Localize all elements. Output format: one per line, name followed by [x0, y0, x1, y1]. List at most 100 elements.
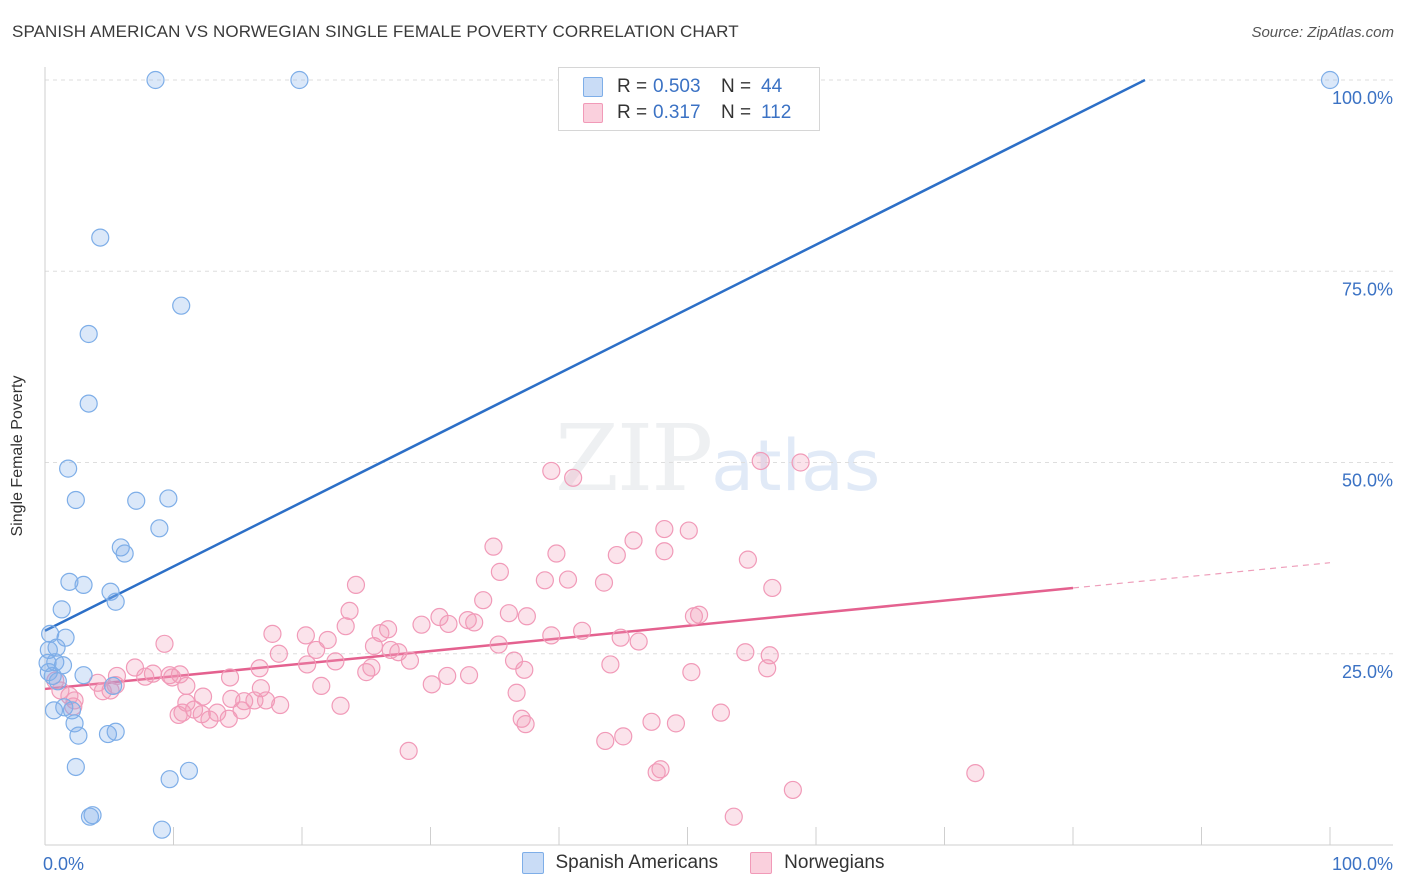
legend-item-spanish-americans[interactable]: Spanish Americans: [521, 852, 719, 874]
stats-row-spanish: R = 0.503 N = 44: [583, 74, 782, 100]
data-point: [250, 659, 269, 678]
data-point: [738, 550, 757, 569]
axes: [44, 67, 1393, 846]
data-point: [459, 666, 479, 685]
data-point: [74, 666, 93, 685]
data-point: [751, 451, 770, 471]
data-point: [490, 562, 509, 581]
data-point: [52, 600, 71, 619]
data-point: [783, 780, 802, 800]
data-point: [208, 703, 227, 722]
data-point: [412, 615, 431, 634]
data-point: [758, 659, 777, 678]
data-point: [44, 701, 64, 720]
chart-legend: Spanish Americans Norwegians: [0, 852, 1406, 874]
trend-line-0: [44, 78, 1146, 632]
data-point: [655, 542, 674, 561]
data-point: [711, 703, 731, 722]
data-point: [79, 324, 98, 344]
data-point: [60, 572, 79, 591]
data-point: [104, 676, 123, 695]
data-point: [219, 709, 238, 728]
r-label: R =: [617, 102, 648, 123]
data-point: [542, 461, 561, 481]
data-point: [666, 714, 686, 733]
data-points: [38, 70, 1340, 839]
data-point: [48, 672, 67, 691]
data-point: [489, 635, 508, 654]
data-point: [290, 70, 309, 90]
data-point: [160, 770, 179, 789]
x-tick-label: 100.0%: [1332, 854, 1393, 874]
data-point: [192, 705, 211, 724]
gridlines: [45, 79, 1393, 655]
data-point: [326, 652, 345, 671]
data-point: [535, 571, 554, 590]
data-point: [724, 807, 743, 826]
x-tick-label: 0.0%: [43, 854, 84, 874]
r-value: 0.503: [653, 76, 701, 97]
data-point: [136, 667, 155, 686]
data-point: [269, 644, 288, 663]
data-point: [312, 676, 331, 695]
data-point: [74, 575, 93, 595]
data-point: [438, 666, 457, 686]
data-point: [422, 675, 441, 694]
data-point: [736, 643, 755, 662]
data-point: [146, 70, 165, 90]
stats-box: R = 0.503 N = 44 R = 0.317 N = 112: [558, 67, 820, 131]
legend-item-norwegians[interactable]: Norwegians: [750, 852, 884, 874]
data-point: [127, 491, 146, 510]
data-point: [679, 521, 698, 540]
n-value: 112: [761, 102, 792, 123]
watermark-atlas: atlas: [711, 425, 881, 507]
tick-labels: 25.0% 50.0% 75.0% 100.0% 0.0% 100.0%: [43, 88, 1393, 874]
data-point: [655, 519, 674, 539]
data-point: [298, 655, 317, 674]
data-point: [642, 712, 661, 731]
data-point: [499, 604, 518, 623]
data-point: [66, 757, 85, 777]
data-point: [307, 640, 326, 660]
data-point: [340, 601, 359, 621]
data-point: [763, 578, 782, 598]
data-point: [91, 228, 110, 247]
data-point: [430, 607, 449, 627]
data-point: [516, 715, 535, 734]
watermark: ZIPatlas: [555, 405, 880, 512]
data-point: [115, 544, 134, 563]
legend-label: Norwegians: [784, 852, 885, 873]
data-point: [594, 573, 614, 592]
source-credit: Source: ZipAtlas.com: [1251, 24, 1394, 41]
data-point: [515, 660, 534, 679]
data-point: [624, 531, 643, 550]
data-point: [682, 663, 701, 682]
data-point: [69, 726, 88, 745]
data-point: [318, 630, 337, 650]
data-point: [179, 761, 199, 780]
data-point: [614, 727, 633, 746]
chart-title: SPANISH AMERICAN VS NORWEGIAN SINGLE FEM…: [12, 22, 739, 41]
data-point: [484, 537, 503, 556]
data-point: [558, 570, 578, 589]
y-tick-label: 25.0%: [1342, 662, 1393, 682]
data-point: [547, 544, 566, 563]
y-tick-label: 75.0%: [1342, 279, 1393, 299]
data-point: [647, 763, 666, 782]
legend-label: Spanish Americans: [555, 852, 719, 873]
data-point: [256, 691, 276, 710]
n-label: N =: [721, 76, 752, 97]
data-point: [400, 651, 420, 670]
data-point: [346, 575, 366, 595]
legend-swatch-norwegian: [750, 852, 773, 874]
y-axis-label: Single Female Poverty: [9, 375, 26, 537]
y-tick-label: 100.0%: [1332, 88, 1393, 108]
data-point: [163, 668, 182, 687]
data-point: [629, 632, 648, 651]
data-point: [336, 617, 355, 636]
data-point: [159, 489, 178, 508]
data-point: [79, 394, 98, 413]
data-point: [125, 658, 145, 677]
watermark-zip: ZIP: [555, 405, 713, 512]
data-point: [966, 763, 985, 783]
